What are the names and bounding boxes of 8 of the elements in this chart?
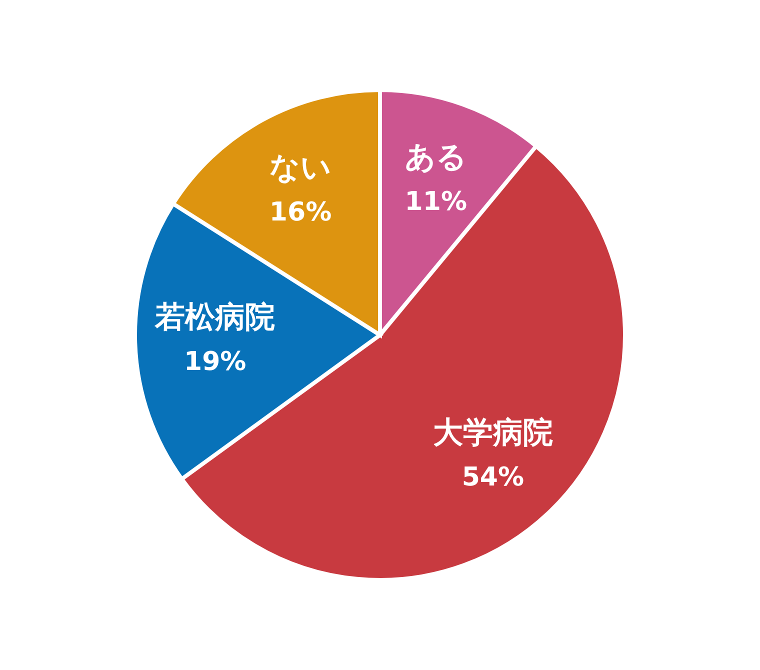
slice-label: ない [270, 150, 332, 186]
data-label: 11% [404, 186, 468, 217]
slice-label: 若松病院 [154, 300, 276, 336]
data-label: 54% [462, 462, 524, 492]
data-label: 19% [184, 347, 246, 378]
slice-label: ある [404, 140, 467, 175]
slice-label: 大学病院 [432, 415, 553, 450]
data-label: 16% [269, 197, 332, 228]
